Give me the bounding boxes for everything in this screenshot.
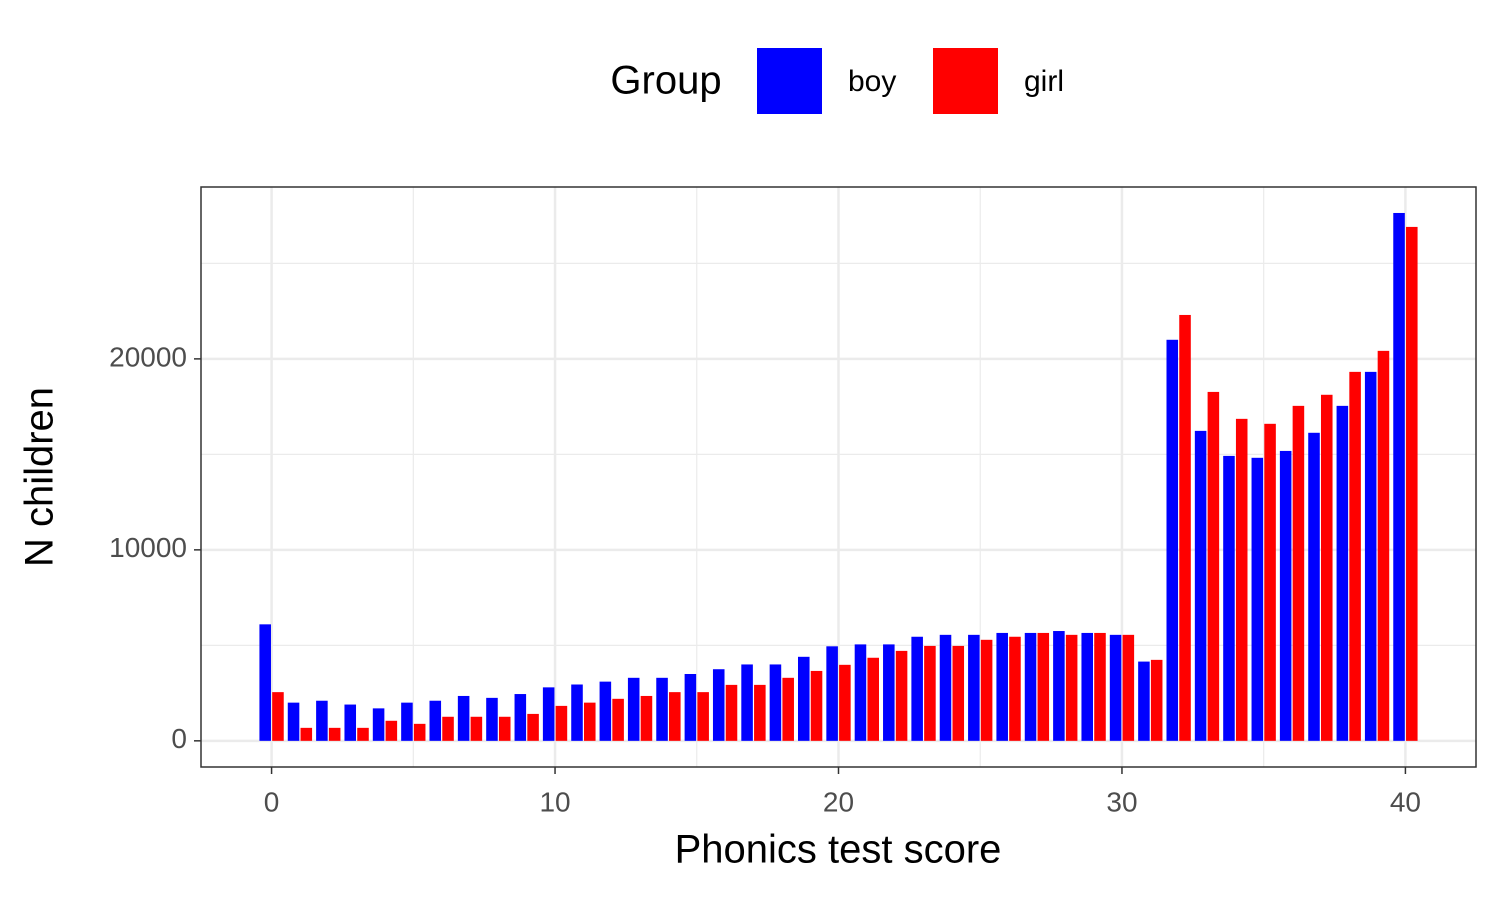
bar (1150, 659, 1163, 741)
bar (952, 645, 965, 741)
bar (599, 681, 612, 741)
y-tick-label: 20000 (109, 341, 187, 372)
bar (316, 700, 328, 741)
bar (911, 636, 923, 741)
bar (259, 624, 271, 741)
bar (1223, 455, 1235, 741)
bar (1279, 450, 1292, 741)
bar (1122, 634, 1135, 741)
bar (514, 694, 527, 741)
bar (782, 677, 794, 741)
bar (442, 716, 454, 741)
bar (867, 657, 880, 741)
bar (1009, 636, 1021, 741)
bar (1251, 457, 1264, 741)
bar (1024, 632, 1037, 741)
bar (725, 684, 738, 741)
bar (457, 695, 470, 741)
bar (1377, 350, 1390, 741)
x-tick-label: 0 (264, 786, 280, 817)
bar (839, 664, 851, 741)
x-tick-label: 20 (823, 786, 854, 817)
bar (854, 644, 867, 741)
bar (939, 634, 952, 741)
bar (810, 670, 823, 741)
bar (656, 677, 668, 741)
x-tick-label: 10 (539, 786, 570, 817)
bar (583, 702, 596, 741)
bar (300, 727, 313, 741)
bar (527, 713, 539, 741)
bar (697, 692, 709, 741)
bar (1037, 632, 1050, 741)
bar (287, 702, 300, 741)
bar (1081, 632, 1094, 741)
y-tick-label: 10000 (109, 532, 187, 563)
legend-label: boy (848, 65, 896, 98)
bar (996, 632, 1008, 741)
bar (640, 695, 653, 741)
bar (769, 664, 782, 741)
bar (372, 708, 385, 741)
bar (385, 720, 398, 741)
bar (627, 677, 640, 741)
panel-border (200, 186, 1477, 768)
bar (542, 687, 555, 741)
bar (1235, 418, 1248, 741)
bar (344, 704, 357, 741)
bar (571, 684, 583, 741)
bar (1336, 405, 1349, 741)
bar (1094, 632, 1106, 741)
bar (1053, 631, 1065, 741)
bar (754, 684, 766, 741)
bar (1109, 634, 1122, 741)
bar (486, 697, 498, 741)
legend-label: girl (1024, 65, 1064, 98)
bar (1207, 391, 1220, 741)
bar (1393, 212, 1405, 741)
bar (429, 700, 442, 741)
y-axis-title: N children (18, 387, 62, 567)
bar (1349, 371, 1361, 741)
bar (1138, 661, 1150, 741)
bar (1308, 432, 1320, 741)
bar (684, 673, 697, 741)
bar (1065, 634, 1078, 741)
bar (612, 698, 624, 741)
bar (669, 692, 681, 741)
bar (1179, 314, 1191, 741)
bar (883, 644, 895, 741)
y-tick-label: 0 (171, 723, 187, 754)
bar (357, 727, 369, 741)
bar (1166, 339, 1179, 741)
bar (1406, 226, 1418, 741)
bar (470, 716, 483, 741)
bar (1292, 405, 1305, 741)
legend-key (933, 48, 998, 114)
bar (741, 664, 753, 741)
bar (797, 656, 810, 741)
bar (980, 639, 993, 741)
bar (1364, 371, 1377, 741)
bar (1264, 423, 1276, 741)
legend-key (757, 48, 822, 114)
bar (1194, 430, 1207, 741)
bar (328, 727, 341, 741)
bar (555, 705, 568, 741)
bar (968, 634, 980, 741)
bar (1320, 394, 1333, 741)
legend-title: Group (610, 59, 721, 103)
x-tick-label: 30 (1106, 786, 1137, 817)
bar (924, 645, 936, 741)
x-tick-label: 40 (1390, 786, 1421, 817)
bar (401, 702, 413, 741)
bar (826, 646, 838, 741)
bar (498, 716, 511, 741)
bar (712, 669, 725, 741)
bar (413, 723, 426, 741)
bar (895, 650, 908, 741)
x-axis-title: Phonics test score (675, 828, 1002, 872)
bar (272, 692, 284, 741)
